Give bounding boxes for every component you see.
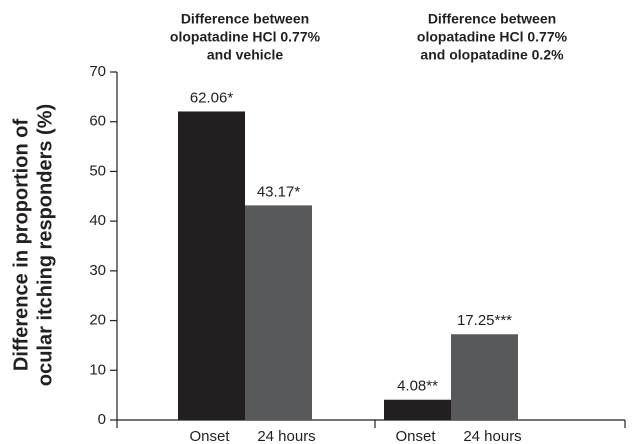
y-tick-label: 20 <box>89 312 106 329</box>
value-label: 17.25*** <box>457 312 512 329</box>
y-axis-label: Difference in proportion of ocular itchin… <box>10 104 56 386</box>
y-axis-label-line: Difference in proportion of <box>10 119 32 372</box>
y-tick-label: 30 <box>89 262 106 279</box>
value-label: 62.06* <box>190 89 234 106</box>
group-title: olopatadine HCl 0.77% <box>170 29 321 45</box>
y-axis-label-line: ocular itching responders (%) <box>34 104 56 386</box>
y-tick-label: 60 <box>89 113 106 130</box>
value-label: 43.17* <box>257 183 301 200</box>
x-tick-label: 24 hours <box>463 428 521 444</box>
y-tick-label: 70 <box>89 63 106 80</box>
group-title: and olopatadine 0.2% <box>420 47 564 63</box>
group-title: Difference between <box>181 11 309 27</box>
value-label: 4.08** <box>397 378 438 395</box>
y-tick-label: 10 <box>89 361 106 378</box>
y-tick-label: 50 <box>89 162 106 179</box>
bar <box>451 334 518 420</box>
y-tick-label: 0 <box>98 411 106 428</box>
x-tick-label: Onset <box>395 428 436 444</box>
group-title: olopatadine HCl 0.77% <box>417 29 568 45</box>
group-title: Difference between <box>428 11 556 27</box>
bar <box>245 205 312 420</box>
bar <box>178 111 245 420</box>
x-tick-label: 24 hours <box>257 428 315 444</box>
y-tick-label: 40 <box>89 212 106 229</box>
x-tick-label: Onset <box>189 428 230 444</box>
bar <box>384 399 451 420</box>
group-title: and vehicle <box>207 47 283 63</box>
